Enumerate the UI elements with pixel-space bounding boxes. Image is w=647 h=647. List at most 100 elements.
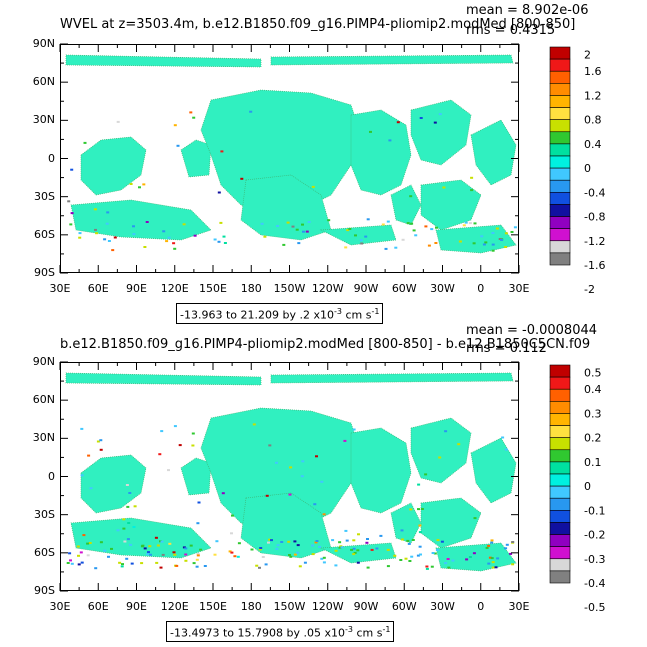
x-tick-label: 30W bbox=[430, 600, 455, 613]
panel-title: WVEL at z=3503.4m, b.e12.B1850.f09_g16.P… bbox=[60, 17, 576, 32]
range-exponent: -3 bbox=[333, 307, 342, 316]
x-tick-label: 180 bbox=[240, 600, 262, 613]
x-tick-label: 0 bbox=[477, 600, 485, 613]
y-tick-label: 30N bbox=[32, 113, 55, 127]
colorbar-swatch bbox=[549, 388, 571, 402]
colorbar-swatch bbox=[549, 473, 571, 487]
x-tick-label: 120W bbox=[311, 600, 344, 613]
colorbar-swatch bbox=[549, 461, 571, 475]
contour-range-box: -13.4973 to 15.7908 by .05 x10-3 cm s-1 bbox=[166, 621, 395, 642]
colorbar-label: -1.2 bbox=[584, 235, 605, 248]
y-tick-label: 60S bbox=[34, 545, 55, 559]
colorbar-label: -0.5 bbox=[584, 601, 605, 614]
colorbar-swatch bbox=[549, 376, 571, 390]
contour-range-box: -13.963 to 21.209 by .2 x10-3 cm s-1 bbox=[176, 303, 384, 324]
colorbar-label: 0 bbox=[584, 162, 591, 175]
colorbar-swatch bbox=[549, 570, 571, 584]
x-tick-label: 30E bbox=[508, 282, 530, 295]
y-tick-label: 90N bbox=[32, 355, 55, 368]
x-tick-label: 90E bbox=[126, 600, 147, 613]
colorbar-swatch bbox=[549, 510, 571, 523]
x-tick-label: 60W bbox=[391, 282, 417, 295]
x-tick-label: 30E bbox=[508, 600, 530, 613]
x-tick-label: 150W bbox=[273, 600, 306, 613]
colorbar-label: 0.4 bbox=[584, 138, 602, 151]
colorbar-swatch bbox=[549, 485, 571, 499]
colorbar: 0.5 0.4 0.3 0.2 0.1 0 -0.1 -0.2 -0.3 -0.4 -0.5 bbox=[549, 364, 605, 614]
colorbar-label: 1.2 bbox=[584, 89, 602, 102]
x-tick-label: 150E bbox=[199, 600, 227, 613]
colorbar-label: -0.3 bbox=[584, 553, 605, 566]
y-tick-label: 0 bbox=[48, 151, 55, 165]
y-tick-label: 0 bbox=[48, 469, 55, 483]
colorbar-label: 0.5 bbox=[584, 366, 602, 379]
colorbar-label: 1.6 bbox=[584, 65, 602, 78]
colorbar-swatch bbox=[549, 522, 571, 535]
colorbar-swatch bbox=[549, 413, 571, 426]
x-tick-label: 30W bbox=[430, 282, 455, 295]
colorbar-label: -2 bbox=[584, 283, 595, 296]
x-tick-label: 90E bbox=[126, 282, 147, 295]
vertical-velocity-difference-field bbox=[65, 372, 517, 572]
range-units: cm s bbox=[352, 626, 383, 640]
colorbar-swatch bbox=[549, 497, 571, 511]
range-units: cm s bbox=[341, 308, 372, 322]
x-tick-label: 120E bbox=[160, 600, 189, 613]
x-tick-label: 120E bbox=[160, 282, 189, 295]
y-tick-label: 90S bbox=[34, 584, 55, 597]
colorbar-swatch bbox=[549, 437, 571, 451]
colorbar-swatch bbox=[549, 425, 571, 438]
mean-label: mean = 8.902e-06 bbox=[466, 3, 589, 18]
colorbar-label: -0.4 bbox=[584, 577, 605, 590]
x-tick-label: 60E bbox=[87, 600, 109, 613]
colorbar-swatch bbox=[549, 546, 571, 560]
colorbar-label: 0.2 bbox=[584, 432, 602, 445]
colorbar-swatch bbox=[549, 401, 571, 414]
range-units-exponent: -1 bbox=[382, 625, 391, 634]
vertical-velocity-field bbox=[65, 54, 517, 254]
map-plot bbox=[60, 362, 519, 591]
colorbar-label: -1.6 bbox=[584, 259, 605, 272]
x-tick-label: 150E bbox=[199, 282, 227, 295]
colorbar-label: 0.3 bbox=[584, 407, 602, 420]
x-tick-label: 60E bbox=[87, 282, 109, 295]
colorbar-label: 0 bbox=[584, 480, 591, 493]
y-tick-label: 60N bbox=[32, 75, 55, 89]
x-tick-label: 90W bbox=[353, 600, 379, 613]
colorbar-label: 0.1 bbox=[584, 456, 602, 469]
x-tick-label: 120W bbox=[311, 282, 344, 295]
rms-label: rms = 0.4315 bbox=[466, 23, 556, 38]
panel-title: b.e12.B1850.f09_g16.PIMP4-pliomip2.modMe… bbox=[60, 337, 591, 352]
colorbar-label: -0.4 bbox=[584, 186, 605, 199]
range-exponent: -3 bbox=[344, 625, 353, 634]
colorbar-label: 2 bbox=[584, 48, 591, 61]
x-tick-label: 60W bbox=[391, 600, 417, 613]
x-tick-label: 30E bbox=[49, 600, 71, 613]
y-tick-label: 60N bbox=[32, 393, 55, 407]
y-tick-label: 30S bbox=[34, 189, 55, 203]
rms-label: rms = 0.112 bbox=[466, 341, 547, 356]
colorbar-swatch bbox=[549, 534, 571, 547]
colorbar-label: -0.8 bbox=[584, 211, 605, 224]
x-tick-label: 180 bbox=[240, 282, 262, 295]
x-tick-label: 0 bbox=[477, 282, 485, 295]
mean-label: mean = -0.0008044 bbox=[466, 323, 598, 338]
colorbar-swatch bbox=[549, 449, 571, 463]
x-tick-label: 150W bbox=[273, 282, 306, 295]
colorbar-label: 0.8 bbox=[584, 114, 602, 127]
y-tick-label: 60S bbox=[34, 227, 55, 241]
x-tick-label: 30E bbox=[49, 282, 71, 295]
range-text: -13.4973 to 15.7908 by .05 x10 bbox=[170, 626, 345, 640]
colorbar-label: -0.1 bbox=[584, 504, 605, 517]
range-units-exponent: -1 bbox=[371, 307, 380, 316]
colorbar: 2 1.6 1.2 0.8 0.4 0 -0.4 -0.8 -1.2 -1.6 -2 bbox=[549, 46, 605, 296]
colorbar-label: 0.4 bbox=[584, 383, 602, 396]
x-tick-label: 90W bbox=[353, 282, 379, 295]
range-text: -13.963 to 21.209 by .2 x10 bbox=[180, 308, 334, 322]
colorbar-swatch bbox=[549, 252, 571, 266]
map-plot bbox=[60, 44, 519, 273]
y-tick-label: 90S bbox=[34, 266, 55, 279]
colorbar-swatch bbox=[549, 364, 571, 378]
